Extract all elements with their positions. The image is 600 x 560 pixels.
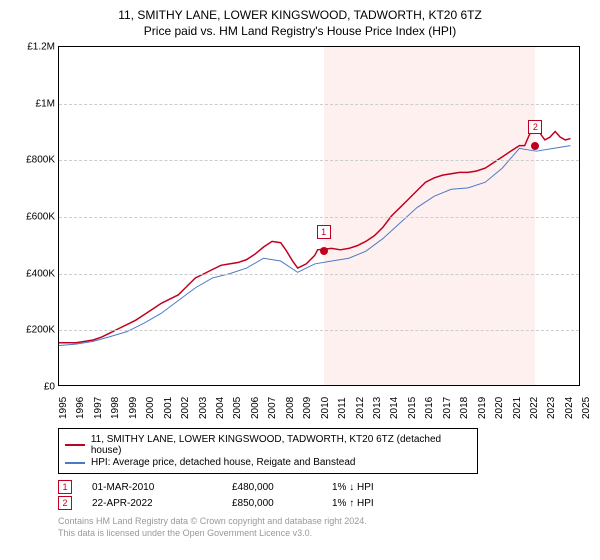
x-axis-label: 2010 [320,397,331,419]
x-axis-label: 2021 [512,397,523,419]
gridline [59,160,579,161]
x-axis-label: 2009 [302,397,313,419]
x-axis-label: 2017 [442,397,453,419]
chart-title: 11, SMITHY LANE, LOWER KINGSWOOD, TADWOR… [10,8,590,22]
legend-item: HPI: Average price, detached house, Reig… [65,457,471,468]
line-series [59,47,579,385]
transaction-dot [531,142,539,150]
y-axis-label: £1.2M [11,42,55,53]
marker-badge: 2 [58,496,72,510]
x-axis-label: 2013 [372,397,383,419]
footer-line: Contains HM Land Registry data © Crown c… [58,516,590,528]
x-axis-label: 2014 [389,397,400,419]
gridline [59,104,579,105]
x-axis-label: 2005 [232,397,243,419]
x-axis-label: 2004 [215,397,226,419]
transactions-table: 1 01-MAR-2010 £480,000 1% ↓ HPI 2 22-APR… [58,480,590,510]
series-line [59,146,570,346]
y-axis-label: £800K [11,155,55,166]
table-row: 2 22-APR-2022 £850,000 1% ↑ HPI [58,496,590,510]
x-axis-label: 1997 [93,397,104,419]
series-line [59,126,570,343]
chart-container: 11, SMITHY LANE, LOWER KINGSWOOD, TADWOR… [0,0,600,547]
x-axis-label: 1998 [110,397,121,419]
x-axis-label: 2000 [145,397,156,419]
x-axis-label: 2003 [198,397,209,419]
transaction-marker: 1 [317,225,331,239]
legend-label: HPI: Average price, detached house, Reig… [91,457,355,468]
x-axis-label: 2012 [355,397,366,419]
transaction-date: 22-APR-2022 [92,498,212,509]
x-axis-label: 2022 [529,397,540,419]
x-axis-label: 1995 [58,397,69,419]
x-axis-label: 2006 [250,397,261,419]
gridline [59,330,579,331]
transaction-date: 01-MAR-2010 [92,482,212,493]
gridline [59,274,579,275]
x-axis-label: 2024 [564,397,575,419]
x-axis-label: 2018 [459,397,470,419]
legend-label: 11, SMITHY LANE, LOWER KINGSWOOD, TADWOR… [91,434,471,456]
legend: 11, SMITHY LANE, LOWER KINGSWOOD, TADWOR… [58,428,478,474]
x-axis-label: 2016 [424,397,435,419]
legend-swatch [65,462,85,464]
x-axis-label: 2007 [267,397,278,419]
transaction-dot [320,247,328,255]
table-row: 1 01-MAR-2010 £480,000 1% ↓ HPI [58,480,590,494]
x-axis-label: 2008 [285,397,296,419]
transaction-price: £480,000 [232,482,312,493]
legend-item: 11, SMITHY LANE, LOWER KINGSWOOD, TADWOR… [65,434,471,456]
x-axis-label: 1996 [75,397,86,419]
transaction-price: £850,000 [232,498,312,509]
y-axis-label: £600K [11,212,55,223]
footer-line: This data is licensed under the Open Gov… [58,528,590,540]
transaction-delta: 1% ↑ HPI [332,498,412,509]
x-axis-label: 2002 [180,397,191,419]
x-axis-label: 2015 [407,397,418,419]
x-axis-label: 2020 [494,397,505,419]
x-axis-label: 2001 [163,397,174,419]
transaction-delta: 1% ↓ HPI [332,482,412,493]
x-axis-label: 2023 [546,397,557,419]
x-axis-label: 2019 [477,397,488,419]
plot-region: £0£200K£400K£600K£800K£1M£1.2M12 [58,46,580,386]
chart-area: £0£200K£400K£600K£800K£1M£1.2M12 1995199… [58,46,580,416]
y-axis-label: £0 [11,382,55,393]
x-axis-label: 1999 [128,397,139,419]
y-axis-label: £1M [11,98,55,109]
transaction-marker: 2 [528,120,542,134]
y-axis-label: £200K [11,325,55,336]
x-axis-label: 2025 [581,397,592,419]
footer-attribution: Contains HM Land Registry data © Crown c… [58,516,590,539]
marker-badge: 1 [58,480,72,494]
chart-subtitle: Price paid vs. HM Land Registry's House … [10,24,590,38]
x-axis-label: 2011 [337,397,348,419]
gridline [59,217,579,218]
legend-swatch [65,444,85,446]
y-axis-label: £400K [11,268,55,279]
